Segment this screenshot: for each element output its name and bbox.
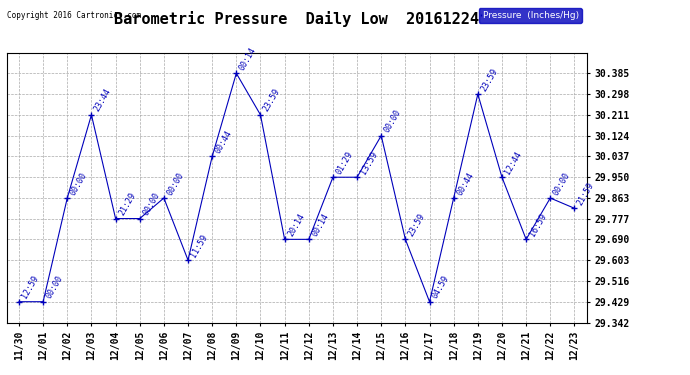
Legend: Pressure  (Inches/Hg): Pressure (Inches/Hg) (479, 8, 582, 23)
Text: 21:29: 21:29 (117, 191, 137, 217)
Text: 01:29: 01:29 (335, 150, 355, 176)
Text: 23:59: 23:59 (407, 212, 427, 238)
Text: 21:59: 21:59 (576, 181, 596, 207)
Text: 13:59: 13:59 (359, 150, 379, 176)
Text: 12:44: 12:44 (504, 150, 524, 176)
Text: 23:59: 23:59 (480, 66, 500, 93)
Text: 00:00: 00:00 (141, 191, 161, 217)
Text: 00:00: 00:00 (45, 274, 65, 300)
Text: 11:59: 11:59 (190, 232, 210, 259)
Text: 12:59: 12:59 (21, 274, 41, 300)
Text: 23:44: 23:44 (93, 87, 113, 114)
Text: 00:44: 00:44 (214, 129, 234, 155)
Text: 20:14: 20:14 (286, 212, 306, 238)
Text: 00:00: 00:00 (69, 171, 89, 196)
Text: 00:00: 00:00 (552, 171, 572, 196)
Text: Copyright 2016 Cartronics.com: Copyright 2016 Cartronics.com (7, 11, 141, 20)
Text: Barometric Pressure  Daily Low  20161224: Barometric Pressure Daily Low 20161224 (115, 11, 479, 27)
Text: 00:00: 00:00 (383, 108, 403, 134)
Text: 00:00: 00:00 (166, 171, 186, 196)
Text: 04:59: 04:59 (431, 274, 451, 300)
Text: 00:14: 00:14 (310, 212, 331, 238)
Text: 23:59: 23:59 (262, 87, 282, 114)
Text: 00:14: 00:14 (238, 46, 258, 72)
Text: 00:44: 00:44 (455, 171, 475, 196)
Text: 16:59: 16:59 (528, 212, 548, 238)
